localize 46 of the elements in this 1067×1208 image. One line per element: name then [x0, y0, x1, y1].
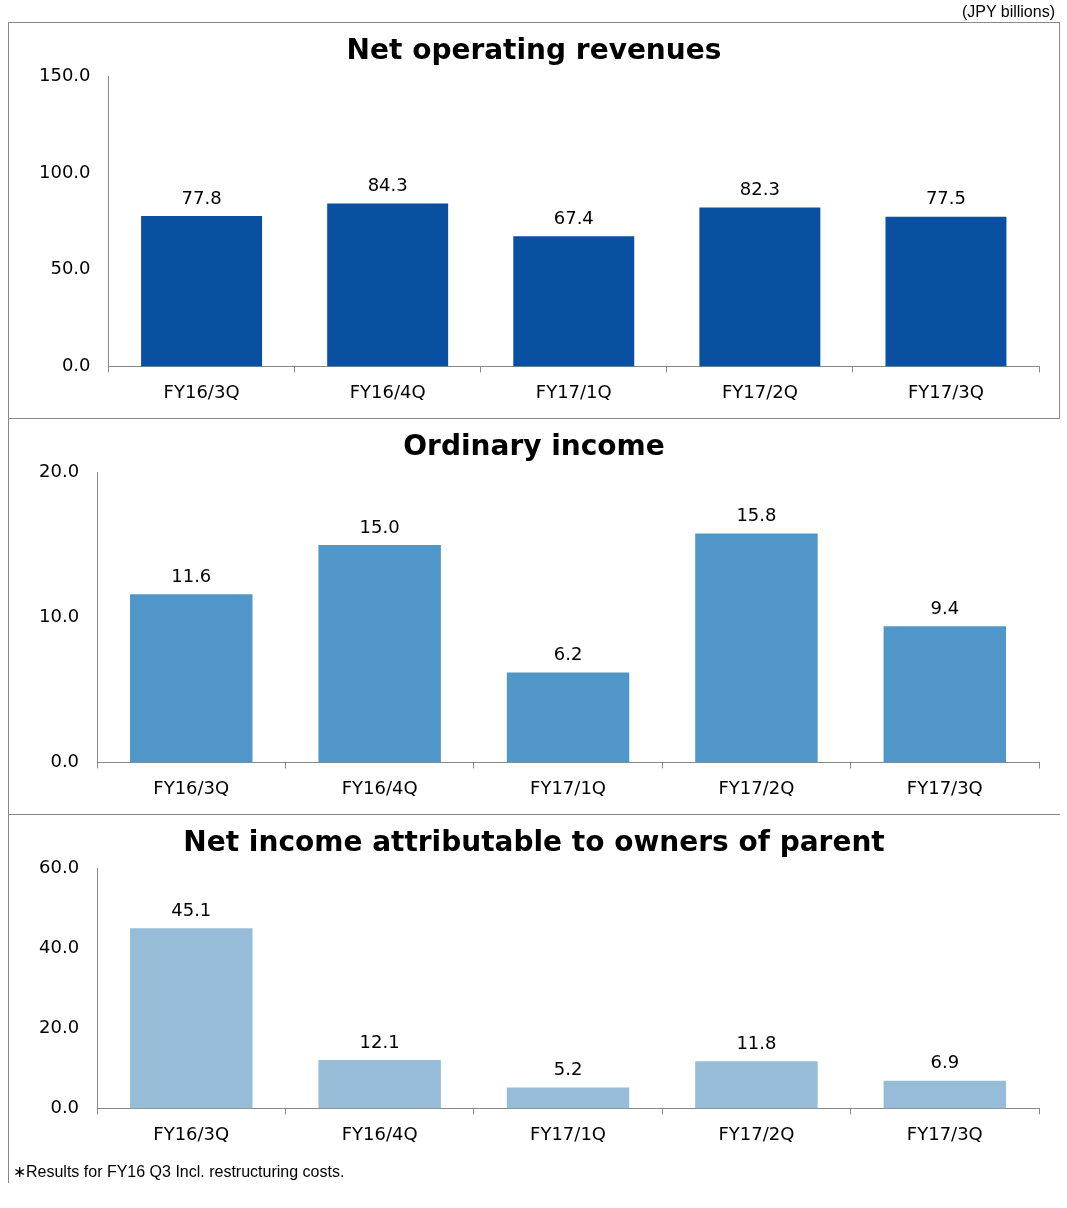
x-tick-label: FY17/2Q [718, 776, 795, 798]
x-tick-label: FY17/2Q [718, 1122, 795, 1144]
y-tick-label: 50.0 [50, 257, 91, 279]
x-tick-label: FY16/4Q [341, 776, 418, 798]
x-tick-label: FY17/1Q [530, 1122, 607, 1144]
x-tick-label: FY17/2Q [721, 380, 798, 402]
data-label: 11.8 [736, 1031, 777, 1053]
text: (JPY billions) [961, 3, 1055, 21]
x-tick-label: FY16/3Q [153, 1122, 230, 1144]
y-tick-label: 0.0 [50, 750, 80, 772]
data-label: 67.4 [553, 206, 594, 228]
data-label: 15.0 [359, 515, 400, 537]
y-tick-label: 20.0 [39, 460, 80, 482]
y-tick-label: 40.0 [39, 936, 80, 958]
text: ∗Results for FY16 Q3 Incl. restructuring costs. [12, 1162, 346, 1182]
data-label: 12.1 [359, 1030, 400, 1052]
x-tick-label: FY16/3Q [153, 776, 230, 798]
data-label: 6.2 [553, 643, 583, 665]
data-label: 15.8 [736, 504, 777, 526]
y-tick-label: 150.0 [39, 64, 91, 86]
data-label: 5.2 [553, 1058, 583, 1080]
y-tick-label: 20.0 [39, 1016, 80, 1038]
chart-title: Net income attributable to owners of parent [183, 825, 885, 859]
data-label: 77.5 [925, 187, 966, 209]
y-tick-label: 0.0 [61, 354, 91, 376]
y-tick-label: 10.0 [39, 605, 80, 627]
x-tick-label: FY17/3Q [906, 776, 983, 798]
data-label: 77.8 [181, 186, 222, 208]
y-tick-label: 0.0 [50, 1096, 80, 1118]
data-label: 9.4 [930, 596, 960, 618]
x-tick-label: FY17/1Q [535, 380, 612, 402]
x-tick-label: FY17/3Q [907, 380, 984, 402]
y-tick-label: 100.0 [39, 160, 91, 182]
data-label: 6.9 [930, 1051, 960, 1073]
x-tick-label: FY17/1Q [530, 776, 607, 798]
x-tick-label: FY16/4Q [341, 1122, 418, 1144]
chart-title: Ordinary income [403, 429, 665, 463]
y-tick-label: 60.0 [39, 856, 80, 878]
data-label: 45.1 [171, 898, 212, 920]
x-tick-label: FY17/3Q [906, 1122, 983, 1144]
x-tick-label: FY16/4Q [349, 380, 426, 402]
x-tick-label: FY16/3Q [163, 380, 240, 402]
data-label: 82.3 [739, 178, 780, 200]
chart-title: Net operating revenues [346, 33, 722, 67]
data-label: 84.3 [367, 174, 408, 196]
data-label: 11.6 [171, 564, 212, 586]
